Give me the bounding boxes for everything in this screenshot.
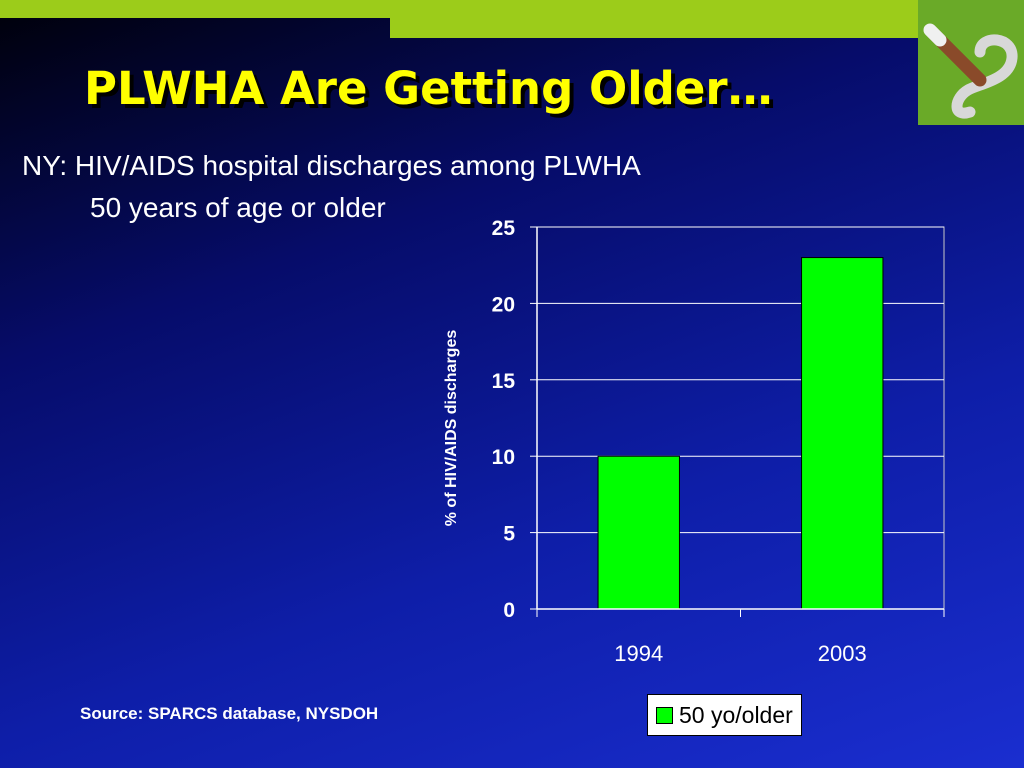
bar-2003 [801,257,884,610]
top-accent-bar-left [0,0,390,18]
y-tick-label: 20 [492,293,515,316]
no-smoking-logo [918,0,1024,125]
chart-subtitle-line-2: 50 years of age or older [90,192,386,223]
x-tick-labels: 1994 2003 [614,641,866,666]
y-tick-label: 10 [492,446,515,469]
axes [530,226,945,617]
bar-1994 [597,455,680,610]
source-note: Source: SPARCS database, NYSDOH [80,704,379,723]
y-tick-labels: 0 5 10 15 20 25 [492,217,516,622]
legend-label: 50 yo/older [679,701,793,728]
y-axis-label: % of HIV/AIDS discharges [443,330,460,527]
chart-legend: 50 yo/older [647,694,802,736]
top-accent-bar-right [390,0,920,38]
bars [597,257,884,610]
bar-chart: 0 5 10 15 20 25 1994 2003 % of HIV/AIDS discha… [443,217,945,666]
chart-subtitle-line-1: NY: HIV/AIDS hospital discharges among P… [22,150,641,181]
y-tick-label: 0 [503,599,515,622]
y-tick-label: 15 [492,370,516,393]
legend-swatch [656,706,673,724]
slide-title: PLWHA Are Getting Older… [84,62,773,115]
x-tick-label: 1994 [614,641,663,666]
y-tick-label: 25 [492,217,516,240]
x-tick-label: 2003 [818,641,867,666]
y-tick-label: 5 [503,523,515,546]
no-smoking-cigarette-icon [923,23,1018,119]
